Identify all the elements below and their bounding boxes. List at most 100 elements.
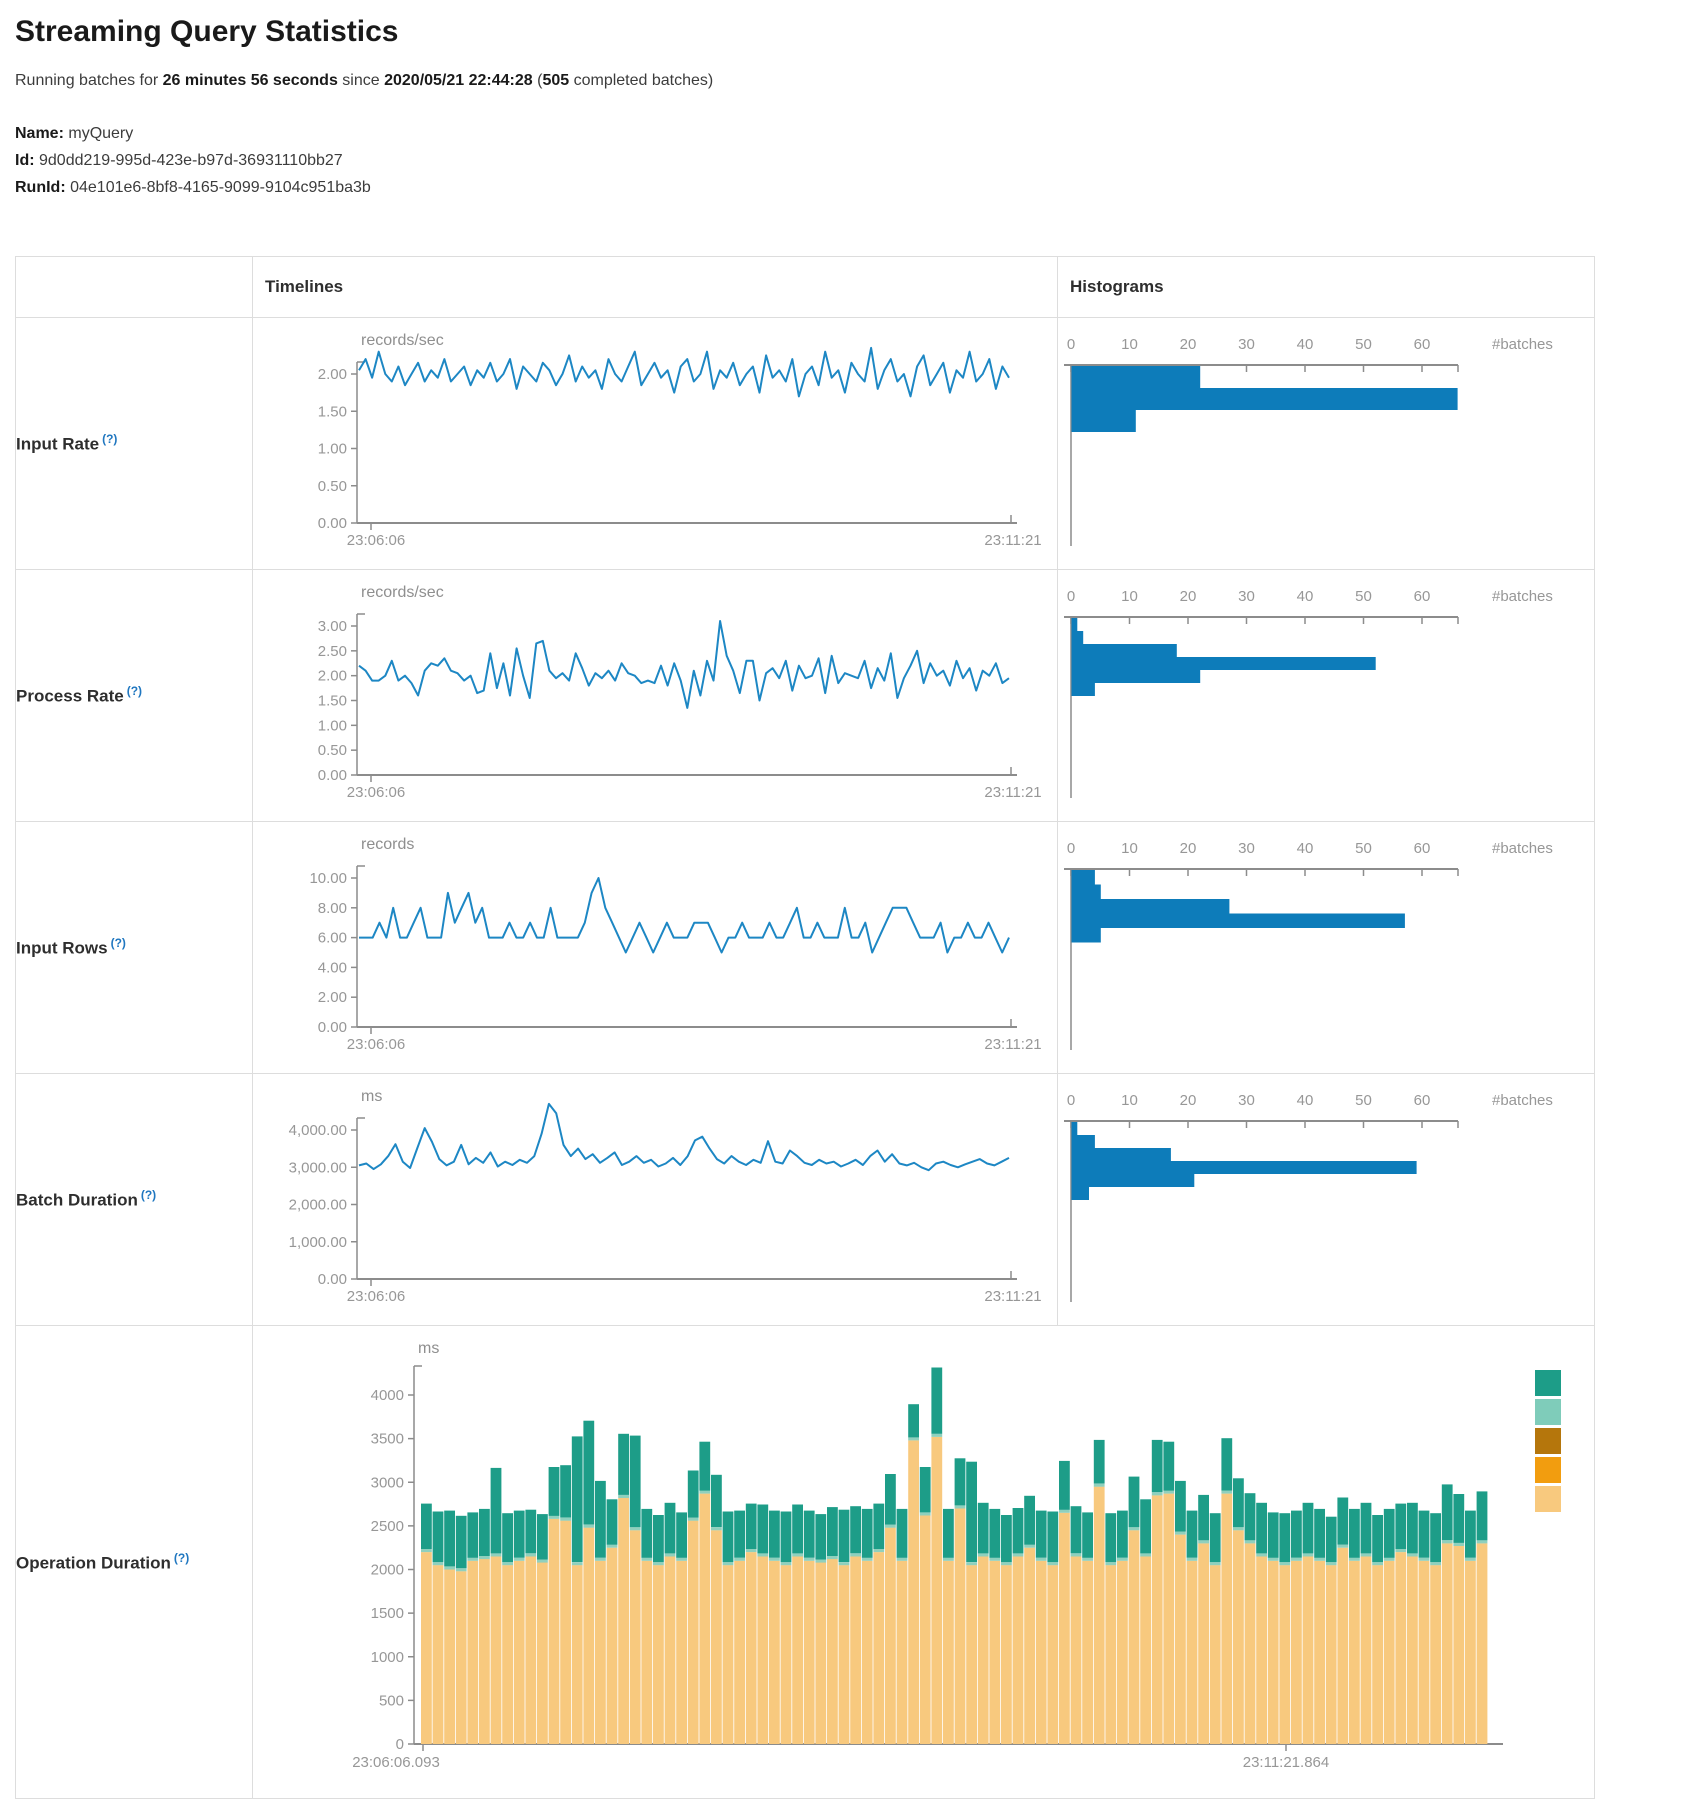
batch-duration-timeline-chart: ms 0.00 1,000.00 2,000.00 3,000.00 4,000.00 23… (253, 1074, 1057, 1325)
input-rate-row: Input Rate (?) records/sec 0.00 0.50 1.00 1.5… (15, 317, 1595, 570)
svg-text:ms: ms (361, 1088, 382, 1105)
svg-text:4.00: 4.00 (318, 959, 347, 976)
svg-text:2.00: 2.00 (318, 668, 347, 685)
query-name: myQuery (68, 125, 134, 142)
svg-text:30: 30 (1238, 840, 1255, 857)
input-rows-help-icon[interactable]: (?) (110, 936, 126, 951)
histograms-column-header: Histograms (1057, 256, 1595, 318)
svg-text:records: records (361, 836, 414, 853)
svg-text:2.00: 2.00 (318, 989, 347, 1006)
svg-text:60: 60 (1414, 840, 1431, 857)
query-metadata: Name: myQuery Id: 9d0dd219-995d-423e-b97… (15, 120, 1678, 201)
svg-text:0.50: 0.50 (318, 478, 347, 495)
svg-text:0: 0 (1067, 588, 1075, 605)
process-rate-histogram-chart: 0 10 20 30 40 50 60 #batches (1058, 570, 1594, 821)
svg-text:0: 0 (1067, 336, 1075, 353)
statistics-table: Timelines Histograms Input Rate (?) recor… (15, 256, 1595, 1799)
svg-text:10: 10 (1121, 588, 1138, 605)
start-timestamp: 2020/05/21 22:44:28 (384, 72, 533, 89)
operation-duration-help-icon[interactable]: (?) (173, 1550, 190, 1565)
batch-duration-help-icon[interactable]: (?) (140, 1188, 157, 1203)
query-runid-line: RunId: 04e101e6-8bf8-4165-9099-9104c951b… (15, 179, 371, 196)
svg-text:0: 0 (396, 1736, 404, 1753)
svg-text:20: 20 (1180, 336, 1197, 353)
svg-text:23:06:06: 23:06:06 (347, 1288, 405, 1305)
legend-swatch (1535, 1457, 1561, 1483)
svg-text:2000: 2000 (371, 1562, 404, 1579)
svg-text:23:11:21: 23:11:21 (984, 532, 1041, 549)
input-rows-histogram-chart: 0 10 20 30 40 50 60 #batches (1058, 822, 1594, 1073)
query-id: 9d0dd219-995d-423e-b97d-36931110bb27 (39, 152, 343, 169)
svg-text:23:06:06.093: 23:06:06.093 (352, 1754, 440, 1771)
svg-text:23:11:21: 23:11:21 (984, 1036, 1041, 1053)
svg-text:60: 60 (1414, 336, 1431, 353)
svg-text:1.00: 1.00 (318, 441, 347, 458)
svg-text:23:11:21.864: 23:11:21.864 (1243, 1754, 1329, 1771)
svg-text:4,000.00: 4,000.00 (289, 1122, 347, 1139)
svg-text:23:06:06: 23:06:06 (347, 1036, 405, 1053)
svg-text:4000: 4000 (371, 1387, 404, 1404)
page-title: Streaming Query Statistics (15, 15, 399, 48)
row-label-input-rate: Input Rate (?) (15, 317, 253, 570)
timelines-column-header: Timelines (252, 256, 1058, 318)
svg-text:1500: 1500 (371, 1605, 404, 1622)
svg-text:0.00: 0.00 (318, 767, 347, 784)
svg-text:10: 10 (1121, 1092, 1138, 1109)
svg-text:#batches: #batches (1492, 588, 1553, 605)
svg-text:2500: 2500 (371, 1518, 404, 1535)
batch-duration-row: Batch Duration (?) ms 0.00 1,000.00 2,000.00… (15, 1073, 1595, 1326)
svg-text:60: 60 (1414, 588, 1431, 605)
svg-text:2,000.00: 2,000.00 (289, 1197, 347, 1214)
row-label-input-rows: Input Rows (?) (15, 821, 253, 1074)
svg-text:1.50: 1.50 (318, 693, 347, 710)
svg-text:1000: 1000 (371, 1649, 404, 1666)
row-label-batch-duration: Batch Duration (?) (15, 1073, 253, 1326)
svg-text:20: 20 (1180, 1092, 1197, 1109)
svg-text:#batches: #batches (1492, 840, 1553, 857)
svg-text:23:06:06: 23:06:06 (347, 532, 405, 549)
svg-text:40: 40 (1297, 336, 1314, 353)
input-rate-help-icon[interactable]: (?) (102, 432, 118, 447)
svg-text:20: 20 (1180, 588, 1197, 605)
input-rate-histogram-chart: 0 10 20 30 40 50 60 #batches (1058, 318, 1594, 569)
svg-text:0.50: 0.50 (318, 742, 347, 759)
input-rows-row: Input Rows (?) records 0.00 2.00 4.00 6.00 8.0… (15, 821, 1595, 1074)
svg-text:50: 50 (1355, 840, 1372, 857)
svg-text:40: 40 (1297, 840, 1314, 857)
svg-text:23:06:06: 23:06:06 (347, 784, 405, 801)
svg-text:ms: ms (418, 1340, 439, 1357)
svg-text:2.00: 2.00 (318, 366, 347, 383)
svg-text:40: 40 (1297, 588, 1314, 605)
svg-text:8.00: 8.00 (318, 900, 347, 917)
svg-text:3,000.00: 3,000.00 (289, 1159, 347, 1176)
svg-text:records/sec: records/sec (361, 584, 444, 601)
query-id-line: Id: 9d0dd219-995d-423e-b97d-36931110bb27 (15, 152, 343, 169)
table-header-row: Timelines Histograms (15, 256, 1595, 318)
query-runid: 04e101e6-8bf8-4165-9099-9104c951ba3b (70, 179, 371, 196)
completed-batches-count: 505 (542, 72, 570, 89)
svg-text:10: 10 (1121, 336, 1138, 353)
svg-text:23:11:21: 23:11:21 (984, 784, 1041, 801)
svg-text:50: 50 (1355, 1092, 1372, 1109)
batch-duration-histogram-chart: 0 10 20 30 40 50 60 #batches (1058, 1074, 1594, 1325)
svg-text:23:11:21: 23:11:21 (984, 1288, 1041, 1305)
empty-header-cell (15, 256, 253, 318)
svg-text:10: 10 (1121, 840, 1138, 857)
row-label-operation-duration: Operation Duration (?) (15, 1325, 253, 1799)
svg-text:10.00: 10.00 (309, 870, 347, 887)
svg-text:30: 30 (1238, 1092, 1255, 1109)
svg-text:30: 30 (1238, 336, 1255, 353)
process-rate-row: Process Rate (?) records/sec 0.00 0.50 1.00 1… (15, 569, 1595, 822)
operation-duration-row: Operation Duration (?) ms 0 500 1000 1500 2000… (15, 1325, 1595, 1799)
legend-swatch (1535, 1370, 1561, 1396)
row-label-process-rate: Process Rate (?) (15, 569, 253, 822)
svg-text:0.00: 0.00 (318, 1271, 347, 1288)
svg-text:2.50: 2.50 (318, 643, 347, 660)
process-rate-help-icon[interactable]: (?) (126, 684, 143, 699)
operation-duration-stacked-chart: ms 0 500 1000 1500 2000 2500 3000 3500 4000 23:06:… (253, 1326, 1593, 1798)
svg-text:0.00: 0.00 (318, 515, 347, 532)
legend-swatch (1535, 1486, 1561, 1512)
svg-text:#batches: #batches (1492, 336, 1553, 353)
input-rate-timeline-chart: records/sec 0.00 0.50 1.00 1.50 2.00 23:06:06 2… (253, 318, 1057, 569)
svg-text:records/sec: records/sec (361, 332, 444, 349)
